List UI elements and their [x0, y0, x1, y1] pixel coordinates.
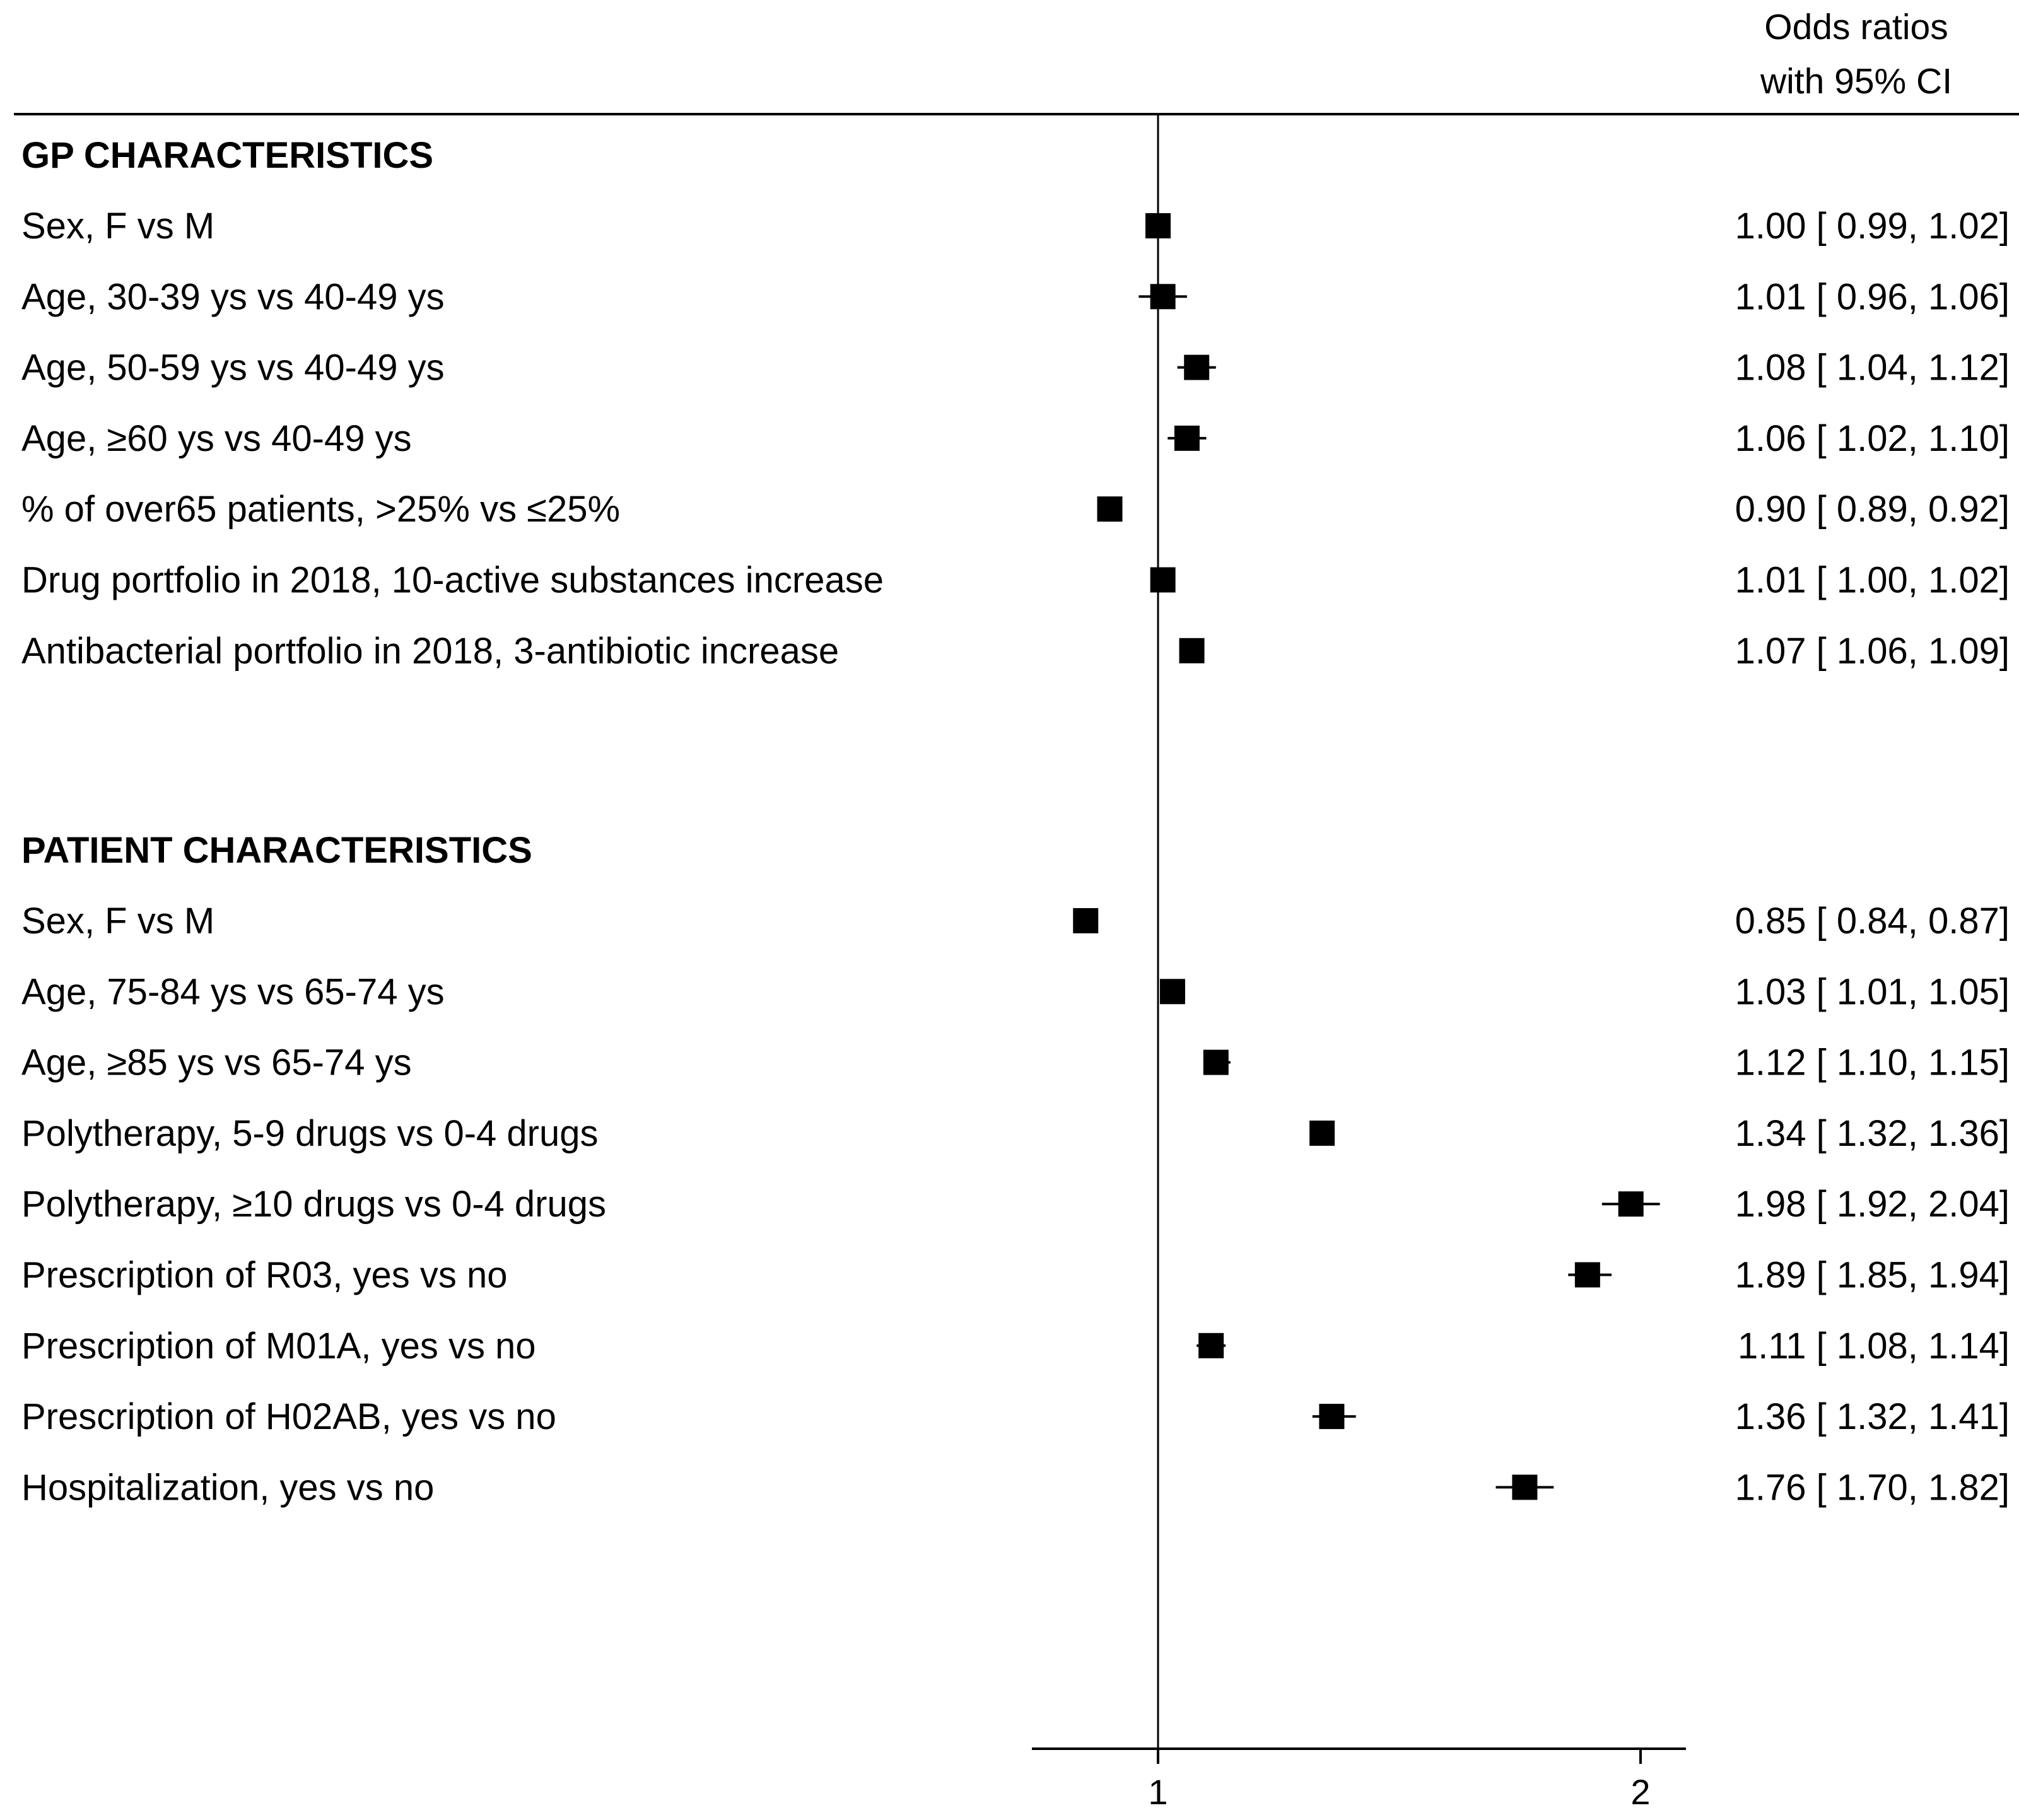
point-estimate — [1203, 1049, 1229, 1075]
point-estimate — [1174, 425, 1200, 451]
point-estimate — [1097, 496, 1123, 522]
row-ci-text: 1.12 [ 1.10, 1.15] — [1735, 1042, 2010, 1083]
row-ci-text: 0.85 [ 0.84, 0.87] — [1735, 901, 2010, 942]
row-label: Age, ≥85 ys vs 65-74 ys — [21, 1042, 412, 1083]
header-area: Odds ratios with 95% CI — [1760, 7, 1952, 102]
row-ci-text: 0.90 [ 0.89, 0.92] — [1735, 489, 2010, 530]
row-ci-text: 1.01 [ 1.00, 1.02] — [1735, 560, 2010, 601]
point-estimate — [1618, 1191, 1644, 1217]
point-estimate — [1150, 567, 1176, 593]
marks-area — [1073, 213, 1660, 1500]
header-line-1: Odds ratios — [1764, 7, 1948, 47]
row-ci-text: 1.89 [ 1.85, 1.94] — [1735, 1255, 2010, 1296]
point-estimate — [1574, 1262, 1600, 1288]
row-ci-text: 1.36 [ 1.32, 1.41] — [1735, 1396, 2010, 1437]
row-label: Age, ≥60 ys vs 40-49 ys — [21, 418, 412, 459]
row-label: Drug portfolio in 2018, 10-active substa… — [21, 560, 884, 601]
row-label: Hospitalization, yes vs no — [21, 1467, 434, 1508]
row-label: Prescription of H02AB, yes vs no — [21, 1396, 556, 1437]
x-tick-label-2: 2 — [1630, 1772, 1650, 1812]
row-ci-text: 1.07 [ 1.06, 1.09] — [1735, 631, 2010, 672]
row-label: Antibacterial portfolio in 2018, 3-antib… — [21, 631, 839, 672]
point-estimate — [1184, 354, 1210, 380]
point-estimate — [1512, 1474, 1538, 1500]
section-title: GP CHARACTERISTICS — [21, 135, 433, 176]
row-ci-text: 1.98 [ 1.92, 2.04] — [1735, 1184, 2010, 1225]
header-line-2: with 95% CI — [1760, 61, 1952, 102]
point-estimate — [1145, 213, 1171, 238]
row-label: Polytherapy, ≥10 drugs vs 0-4 drugs — [21, 1184, 606, 1225]
row-label: Sex, F vs M — [21, 206, 214, 247]
row-label: Prescription of M01A, yes vs no — [21, 1326, 536, 1367]
rows-area: GP CHARACTERISTICS Sex, F vs M 1.00 [ 0.99… — [21, 135, 2010, 1508]
row-label: Age, 50-59 ys vs 40-49 ys — [21, 347, 445, 388]
point-estimate — [1159, 979, 1185, 1005]
row-ci-text: 1.08 [ 1.04, 1.12] — [1735, 347, 2010, 388]
point-estimate — [1073, 908, 1099, 933]
row-ci-text: 1.00 [ 0.99, 1.02] — [1735, 206, 2010, 247]
point-estimate — [1179, 638, 1205, 663]
x-tick-label-1: 1 — [1148, 1772, 1168, 1812]
row-ci-text: 1.34 [ 1.32, 1.36] — [1735, 1113, 2010, 1154]
row-label: Age, 75-84 ys vs 65-74 ys — [21, 971, 445, 1012]
point-estimate — [1150, 284, 1176, 310]
point-estimate — [1309, 1120, 1335, 1146]
row-ci-text: 1.76 [ 1.70, 1.82] — [1735, 1467, 2010, 1508]
row-label: Polytherapy, 5-9 drugs vs 0-4 drugs — [21, 1113, 599, 1154]
row-label: % of over65 patients, >25% vs ≤25% — [21, 489, 620, 530]
point-estimate — [1198, 1333, 1224, 1358]
section-title: PATIENT CHARACTERISTICS — [21, 830, 532, 871]
row-ci-text: 1.01 [ 0.96, 1.06] — [1735, 276, 2010, 317]
point-estimate — [1319, 1404, 1345, 1430]
row-ci-text: 1.11 [ 1.08, 1.14] — [1738, 1326, 2010, 1367]
row-label: Prescription of R03, yes vs no — [21, 1255, 507, 1296]
row-label: Sex, F vs M — [21, 901, 214, 942]
row-label: Age, 30-39 ys vs 40-49 ys — [21, 276, 445, 317]
row-ci-text: 1.06 [ 1.02, 1.10] — [1735, 418, 2010, 459]
row-ci-text: 1.03 [ 1.01, 1.05] — [1735, 971, 2010, 1012]
